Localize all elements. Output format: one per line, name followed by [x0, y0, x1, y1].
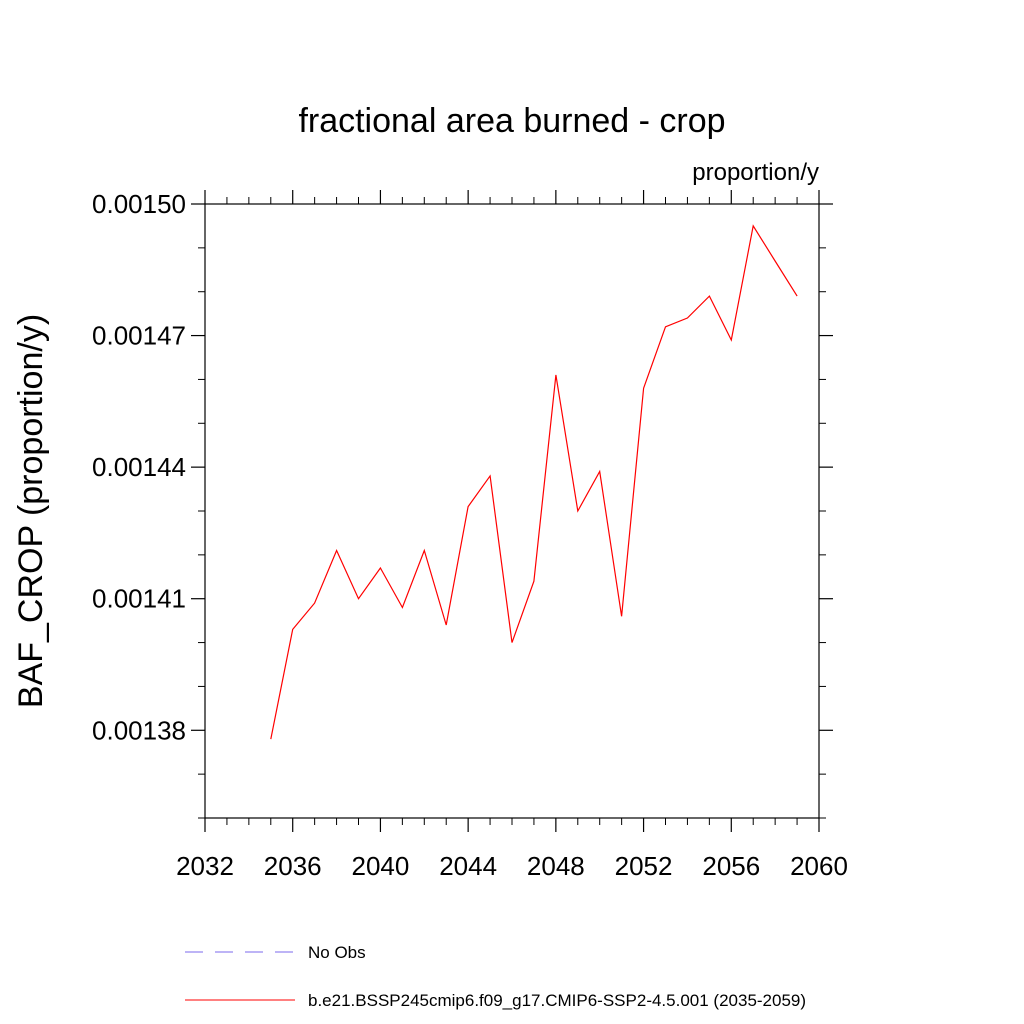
legend-label: b.e21.BSSP245cmip6.f09_g17.CMIP6-SSP2-4.…	[308, 991, 806, 1010]
x-tick-label: 2060	[790, 851, 848, 881]
x-tick-label: 2032	[176, 851, 234, 881]
y-axis-label: BAF_CROP (proportion/y)	[12, 314, 50, 708]
y-tick-label: 0.00150	[92, 189, 186, 219]
x-tick-label: 2040	[352, 851, 410, 881]
x-tick-label: 2048	[527, 851, 585, 881]
chart-title: fractional area burned - crop	[298, 102, 725, 140]
x-tick-label: 2036	[264, 851, 322, 881]
y-tick-label: 0.00138	[92, 715, 186, 745]
series-line	[270, 224, 798, 740]
y-tick-label: 0.00147	[92, 321, 186, 351]
x-tick-label: 2052	[615, 851, 673, 881]
y-tick-label: 0.00144	[92, 452, 186, 482]
units-label: proportion/y	[692, 159, 819, 186]
y-tick-label: 0.00141	[92, 584, 186, 614]
x-tick-label: 2044	[439, 851, 497, 881]
x-tick-label: 2056	[702, 851, 760, 881]
legend-label: No Obs	[308, 943, 366, 962]
plot-area	[204, 203, 820, 819]
